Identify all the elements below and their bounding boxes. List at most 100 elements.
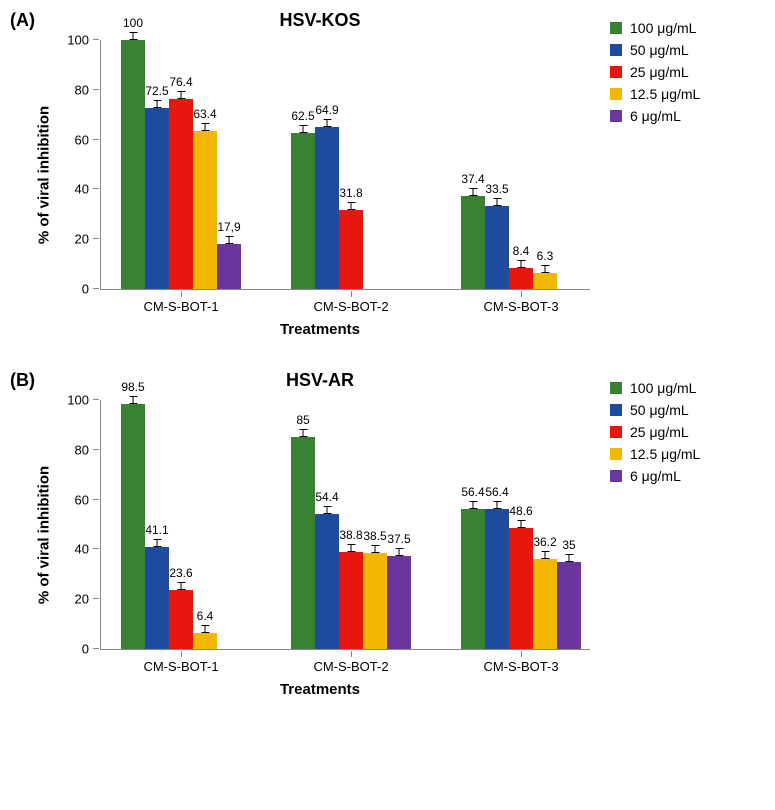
bar-value-label: 37.4 <box>461 172 484 186</box>
bar-value-label: 23.6 <box>169 566 192 580</box>
y-tick-label: 40 <box>75 182 89 197</box>
bar-value-label: 31.8 <box>339 186 362 200</box>
bar-value-label: 72.5 <box>145 84 168 98</box>
legend-label: 100 μg/mL <box>630 380 696 396</box>
bar: 38.5 <box>363 553 387 649</box>
y-tick-label: 80 <box>75 442 89 457</box>
legend-label: 25 μg/mL <box>630 424 689 440</box>
plot-region: 020406080100CM-S-BOT-198.541.123.66.4CM-… <box>100 400 590 650</box>
bar: 8.4 <box>509 268 533 289</box>
panel-tag: (A) <box>10 10 35 31</box>
legend-swatch <box>610 382 622 394</box>
legend-label: 12.5 μg/mL <box>630 446 700 462</box>
bar-value-label: 17,9 <box>217 220 240 234</box>
y-tick-label: 0 <box>82 642 89 657</box>
y-tick-label: 60 <box>75 492 89 507</box>
chart-panel-0: (A)HSV-KOS% of viral inhibitionTreatment… <box>10 10 765 340</box>
bar: 17,9 <box>217 244 241 289</box>
bar-value-label: 56.4 <box>461 485 484 499</box>
bar: 72.5 <box>145 108 169 289</box>
bar: 64.9 <box>315 127 339 289</box>
legend-swatch <box>610 44 622 56</box>
y-tick-label: 80 <box>75 82 89 97</box>
bar: 76.4 <box>169 99 193 289</box>
legend-item: 50 μg/mL <box>610 42 700 58</box>
legend: 100 μg/mL 50 μg/mL 25 μg/mL 12.5 μg/mL 6 μg/… <box>610 380 700 490</box>
bar-value-label: 33.5 <box>485 182 508 196</box>
legend-item: 6 μg/mL <box>610 108 700 124</box>
x-tick-label: CM-S-BOT-1 <box>143 659 218 674</box>
legend-swatch <box>610 66 622 78</box>
bar-value-label: 36.2 <box>533 535 556 549</box>
legend-swatch <box>610 22 622 34</box>
bar-value-label: 38.8 <box>339 528 362 542</box>
legend-item: 25 μg/mL <box>610 64 700 80</box>
y-tick-label: 20 <box>75 592 89 607</box>
legend-label: 100 μg/mL <box>630 20 696 36</box>
bar-value-label: 6.3 <box>537 249 554 263</box>
bar-value-label: 76.4 <box>169 75 192 89</box>
x-tick-label: CM-S-BOT-3 <box>483 659 558 674</box>
legend-item: 12.5 μg/mL <box>610 86 700 102</box>
bar: 23.6 <box>169 590 193 649</box>
chart-area: HSV-AR% of viral inhibitionTreatments020… <box>40 370 600 700</box>
legend-label: 25 μg/mL <box>630 64 689 80</box>
panel-tag: (B) <box>10 370 35 391</box>
bar: 100 <box>121 40 145 289</box>
y-tick-label: 0 <box>82 282 89 297</box>
bar-value-label: 6.4 <box>197 609 214 623</box>
bar-value-label: 64.9 <box>315 103 338 117</box>
legend-swatch <box>610 88 622 100</box>
legend: 100 μg/mL 50 μg/mL 25 μg/mL 12.5 μg/mL 6 μg/… <box>610 20 700 130</box>
bar: 48.6 <box>509 528 533 649</box>
bar-value-label: 38.5 <box>363 529 386 543</box>
x-tick-label: CM-S-BOT-1 <box>143 299 218 314</box>
legend-swatch <box>610 110 622 122</box>
bar-value-label: 48.6 <box>509 504 532 518</box>
legend-item: 100 μg/mL <box>610 380 700 396</box>
bar: 31.8 <box>339 210 363 289</box>
bar-value-label: 54.4 <box>315 490 338 504</box>
legend-item: 25 μg/mL <box>610 424 700 440</box>
legend-swatch <box>610 470 622 482</box>
x-axis-label: Treatments <box>40 321 600 338</box>
bar: 56.4 <box>461 509 485 649</box>
bar: 41.1 <box>145 547 169 649</box>
y-tick-label: 100 <box>67 33 89 48</box>
legend-item: 50 μg/mL <box>610 402 700 418</box>
chart-panel-1: (B)HSV-AR% of viral inhibitionTreatments… <box>10 370 765 700</box>
y-axis-label: % of viral inhibition <box>36 466 53 604</box>
legend-swatch <box>610 426 622 438</box>
legend-swatch <box>610 448 622 460</box>
legend-label: 12.5 μg/mL <box>630 86 700 102</box>
legend-label: 50 μg/mL <box>630 402 689 418</box>
y-tick-label: 60 <box>75 132 89 147</box>
bar-value-label: 41.1 <box>145 523 168 537</box>
legend-item: 6 μg/mL <box>610 468 700 484</box>
bar: 35 <box>557 562 581 649</box>
x-tick-label: CM-S-BOT-2 <box>313 299 388 314</box>
bar-value-label: 56.4 <box>485 485 508 499</box>
bar-value-label: 85 <box>296 413 309 427</box>
bar: 54.4 <box>315 514 339 649</box>
bar-value-label: 63.4 <box>193 107 216 121</box>
y-tick-label: 100 <box>67 393 89 408</box>
legend-item: 100 μg/mL <box>610 20 700 36</box>
bar-value-label: 37.5 <box>387 532 410 546</box>
x-tick-label: CM-S-BOT-2 <box>313 659 388 674</box>
bar-value-label: 62.5 <box>291 109 314 123</box>
bar: 38.8 <box>339 552 363 649</box>
x-axis-label: Treatments <box>40 681 600 698</box>
plot-region: 020406080100CM-S-BOT-110072.576.463.417,… <box>100 40 590 290</box>
bar: 62.5 <box>291 133 315 289</box>
bar: 85 <box>291 437 315 649</box>
bar: 63.4 <box>193 131 217 289</box>
legend-label: 6 μg/mL <box>630 468 681 484</box>
bar: 33.5 <box>485 206 509 289</box>
bar: 37.4 <box>461 196 485 289</box>
x-tick-label: CM-S-BOT-3 <box>483 299 558 314</box>
legend-item: 12.5 μg/mL <box>610 446 700 462</box>
chart-area: HSV-KOS% of viral inhibitionTreatments02… <box>40 10 600 340</box>
bar: 98.5 <box>121 404 145 649</box>
bar: 6.3 <box>533 273 557 289</box>
